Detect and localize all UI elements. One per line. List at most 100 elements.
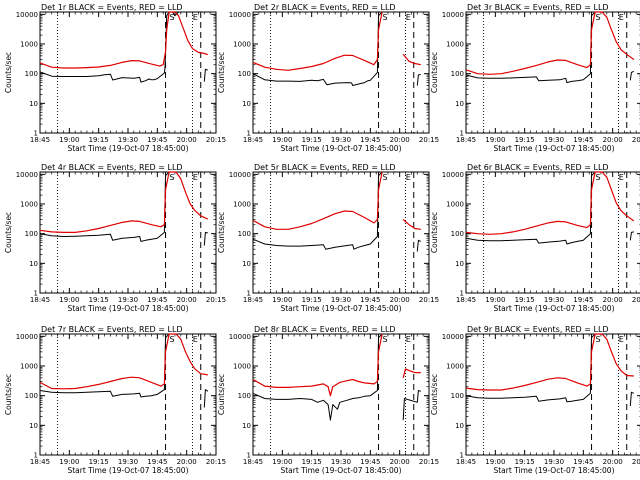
events-rate-line [252,333,383,421]
panel-det-2: Det 2r BLACK = Events, RED = LLD 1 10 100 10… [217,3,439,153]
panel-title: Det 8r BLACK = Events, RED = LLD [254,325,396,334]
events-rate-line [465,333,601,403]
flag-marker-e: E [193,335,198,344]
x-tick-label: 19:30 [331,136,351,144]
x-tick-label: 19:45 [573,458,593,466]
y-tick-label: 100 [25,70,38,78]
x-tick-label: 20:00 [177,136,197,144]
x-tick-label: 19:30 [118,296,138,304]
y-tick-label: 1 [460,290,464,298]
y-tick-label: 1 [460,452,464,460]
x-tick-label: 20:00 [603,458,623,466]
panel-title: Det 1r BLACK = Events, RED = LLD [41,3,183,12]
x-tick-label: 18:45 [243,458,263,466]
y-tick-label: 10000 [16,333,38,341]
y-tick-label: 1000 [446,363,464,371]
y-tick-label: 100 [451,230,464,238]
flag-marker-e: E [619,335,624,344]
panel-det-8: Det 8r BLACK = Events, RED = LLD 1 10 100 10… [217,325,439,475]
x-axis-label: Start Time (19-Oct-07 18:45:00) [493,304,614,313]
x-tick-label: 19:00 [485,296,505,304]
y-tick-label: 10 [455,100,464,108]
y-tick-label: 100 [451,392,464,400]
panel-title: Det 6r BLACK = Events, RED = LLD [467,163,609,172]
y-tick-label: 10 [242,100,251,108]
y-tick-label: 10 [242,422,251,430]
y-tick-label: 1 [34,290,38,298]
events-rate-line [203,389,209,408]
x-axis-label: Start Time (19-Oct-07 18:45:00) [493,144,614,153]
flag-marker-s: S [170,335,175,344]
x-tick-label: 20:15 [632,296,640,304]
x-tick-label: 20:15 [206,296,226,304]
y-tick-label: 1 [247,290,251,298]
x-tick-label: 19:15 [89,458,109,466]
x-axis-label: Start Time (19-Oct-07 18:45:00) [67,144,188,153]
x-tick-label: 19:00 [59,136,79,144]
x-tick-label: 19:30 [544,136,564,144]
y-tick-label: 10 [455,260,464,268]
x-tick-label: 19:45 [360,296,380,304]
flag-marker-e: E [406,173,411,182]
x-tick-label: 20:00 [390,296,410,304]
events-rate-line [252,11,383,86]
y-tick-label: 1 [34,130,38,138]
panel-title: Det 9r BLACK = Events, RED = LLD [467,325,609,334]
x-axis-label: Start Time (19-Oct-07 18:45:00) [280,144,401,153]
y-tick-label: 10000 [442,171,464,179]
panel-title: Det 7r BLACK = Events, RED = LLD [41,325,183,334]
flag-marker-e: E [619,173,624,182]
x-tick-label: 20:00 [603,136,623,144]
x-tick-label: 20:00 [177,458,197,466]
plot-frame [252,171,430,294]
y-tick-label: 1000 [233,41,251,49]
lld-rate-line [402,368,421,378]
lld-rate-line [252,333,383,397]
x-tick-label: 18:45 [456,458,476,466]
x-tick-label: 19:00 [59,458,79,466]
events-rate-line [203,68,208,82]
x-tick-label: 20:15 [419,296,439,304]
flag-marker-e: E [193,13,198,22]
x-tick-label: 19:15 [515,458,535,466]
y-tick-label: 10 [455,422,464,430]
y-axis-label: Counts/sec [217,374,226,415]
y-axis-label: Counts/sec [430,52,439,93]
plot-frame [252,11,430,134]
events-rate-line [416,239,422,252]
x-tick-label: 18:45 [456,296,476,304]
y-tick-label: 1000 [20,41,38,49]
events-rate-line [629,391,634,407]
y-tick-label: 100 [25,392,38,400]
y-tick-label: 10 [29,260,38,268]
x-tick-label: 20:15 [419,136,439,144]
y-tick-label: 10 [29,100,38,108]
x-tick-label: 19:00 [485,458,505,466]
x-tick-label: 19:30 [544,296,564,304]
flag-marker-s: S [596,335,601,344]
x-tick-label: 20:15 [632,136,640,144]
panel-title: Det 2r BLACK = Events, RED = LLD [254,3,396,12]
events-rate-line [416,73,421,86]
events-rate-line [252,171,383,250]
x-tick-label: 19:45 [147,458,167,466]
x-tick-label: 18:45 [30,296,50,304]
y-tick-label: 100 [238,392,251,400]
y-axis-label: Counts/sec [217,52,226,93]
y-axis-label: Counts/sec [217,212,226,253]
lld-rate-line [252,11,383,71]
x-tick-label: 19:00 [272,458,292,466]
plot-frame [39,11,217,134]
x-axis-label: Start Time (19-Oct-07 18:45:00) [67,304,188,313]
x-axis-label: Start Time (19-Oct-07 18:45:00) [493,466,614,475]
lld-rate-line [39,11,208,69]
flag-marker-s: S [170,173,175,182]
x-tick-label: 20:00 [603,296,623,304]
y-axis-label: Counts/sec [430,212,439,253]
x-tick-label: 20:00 [177,296,197,304]
x-tick-label: 19:00 [272,296,292,304]
flag-marker-s: S [383,13,388,22]
events-rate-line [465,11,601,84]
x-tick-label: 19:30 [118,136,138,144]
x-tick-label: 19:15 [302,136,322,144]
